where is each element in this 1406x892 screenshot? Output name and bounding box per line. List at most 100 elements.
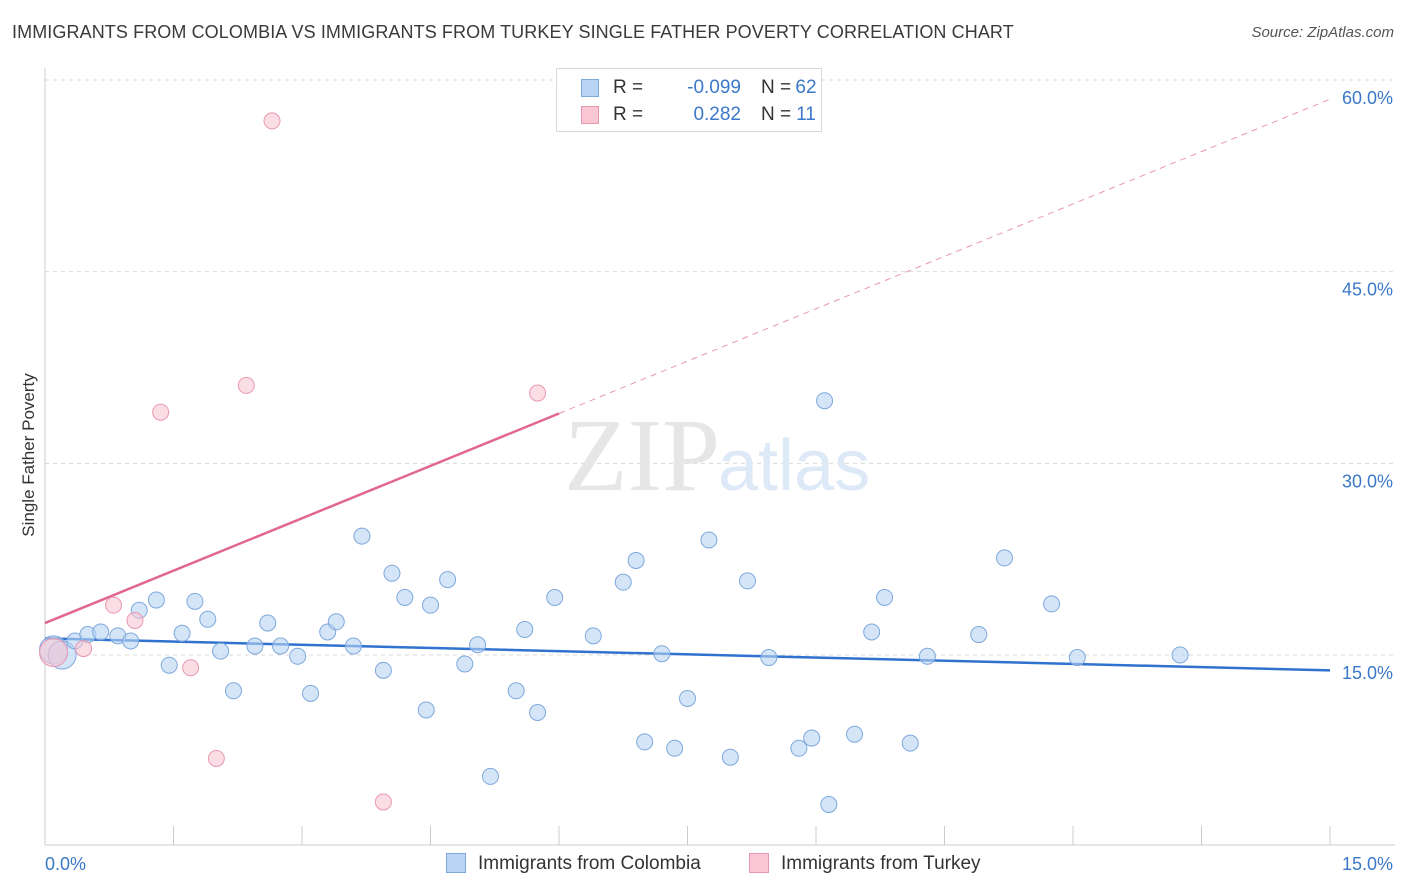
source-credit: Source: ZipAtlas.com: [1251, 24, 1394, 41]
colombia-point: [995, 549, 1013, 567]
colombia-point: [918, 647, 936, 665]
n-value: 11: [796, 104, 816, 125]
colombia-point: [327, 613, 345, 631]
colombia-point: [653, 645, 671, 663]
colombia-point: [160, 656, 178, 674]
y-tick-label: 15.0%: [1342, 663, 1393, 683]
tick-labels: 15.0% 30.0% 45.0% 60.0% 0.0% 15.0%: [45, 88, 1393, 874]
chart-title: IMMIGRANTS FROM COLOMBIA VS IMMIGRANTS F…: [12, 22, 1014, 42]
turkey-swatch: [749, 853, 769, 873]
r-value: -0.099: [687, 77, 741, 98]
colombia-point: [876, 589, 894, 606]
colombia-point: [199, 610, 217, 628]
x-tick-label: 0.0%: [45, 854, 86, 874]
colombia-point: [721, 748, 739, 766]
data-points: [39, 112, 1189, 813]
turkey-point: [75, 640, 93, 658]
trend-lines: [44, 98, 1331, 672]
turkey-point: [237, 376, 255, 394]
colombia-point: [1043, 595, 1061, 613]
colombia-point: [584, 627, 602, 645]
turkey-point: [105, 596, 123, 614]
colombia-point: [353, 527, 371, 545]
colombia-point: [516, 620, 534, 638]
legend-item-colombia[interactable]: Immigrants from Colombia: [446, 852, 736, 876]
colombia-point: [1068, 649, 1086, 667]
colombia-point: [614, 573, 632, 591]
colombia-point: [546, 589, 564, 606]
turkey-point: [182, 659, 200, 677]
y-tick-label: 45.0%: [1342, 280, 1393, 300]
turkey-point: [39, 637, 69, 667]
colombia-swatch: [581, 79, 599, 97]
colombia-point: [456, 655, 474, 673]
turkey-point: [374, 793, 392, 811]
n-label: N =: [761, 104, 792, 125]
turkey-point: [207, 750, 225, 767]
colombia-point: [970, 626, 988, 644]
colombia-point: [246, 637, 264, 655]
colombia-point: [422, 596, 439, 614]
colombia-point: [439, 571, 457, 589]
y-tick-label: 30.0%: [1342, 471, 1393, 491]
colombia-point: [212, 642, 230, 660]
r-label: R =: [613, 104, 644, 125]
turkey-point: [126, 612, 144, 629]
turkey-trend-line: [44, 412, 560, 625]
turkey-trend-extension: [558, 98, 1331, 414]
legend-label-turkey: Immigrants from Turkey: [781, 853, 981, 874]
colombia-point: [383, 564, 401, 582]
turkey-point: [263, 112, 281, 130]
turkey-point: [152, 403, 170, 421]
colombia-point: [679, 689, 696, 707]
colombia-swatch: [446, 853, 466, 873]
n-label: N =: [761, 77, 792, 98]
y-tick-label: 60.0%: [1342, 88, 1393, 108]
r-label: R =: [613, 77, 644, 98]
correlation-legend: R = -0.099 N = 62 R = 0.282 N = 11: [556, 68, 822, 132]
colombia-point: [147, 591, 165, 609]
colombia-point: [344, 637, 362, 655]
colombia-point: [816, 392, 834, 410]
colombia-point: [374, 661, 392, 679]
colombia-point: [259, 614, 277, 632]
colombia-point: [700, 531, 718, 549]
colombia-point: [738, 572, 756, 590]
colombia-point: [507, 682, 525, 700]
colombia-point: [122, 632, 140, 650]
colombia-point: [173, 624, 191, 642]
colombia-point: [901, 734, 919, 752]
x-tick-label: 15.0%: [1342, 854, 1393, 874]
colombia-point: [417, 701, 435, 719]
colombia-point: [1171, 646, 1189, 664]
legend-item-turkey[interactable]: Immigrants from Turkey: [749, 852, 1019, 876]
colombia-point: [846, 725, 864, 743]
colombia-point: [481, 767, 499, 785]
colombia-point: [863, 623, 881, 641]
colombia-trend-line: [44, 637, 1331, 672]
colombia-point: [302, 684, 320, 702]
colombia-point: [469, 636, 487, 654]
colombia-point: [289, 647, 307, 665]
legend-label-colombia: Immigrants from Colombia: [478, 853, 701, 874]
colombia-point: [760, 649, 778, 667]
colombia-point: [627, 551, 645, 569]
grid-lines: [45, 79, 1395, 656]
watermark-zip: ZIP: [564, 398, 720, 513]
axes: [44, 68, 1395, 846]
colombia-point: [186, 592, 204, 610]
colombia-point: [636, 733, 654, 751]
watermark-atlas: atlas: [718, 426, 870, 506]
colombia-point: [820, 796, 838, 813]
colombia-point: [224, 682, 242, 700]
colombia-point: [272, 637, 290, 655]
y-axis-label: Single Father Poverty: [19, 373, 38, 537]
r-value: 0.282: [693, 104, 741, 125]
colombia-point: [396, 589, 414, 606]
colombia-point: [803, 729, 821, 747]
turkey-swatch: [581, 106, 599, 124]
colombia-point: [92, 623, 110, 641]
colombia-point: [666, 739, 684, 757]
n-value: 62: [795, 77, 817, 98]
